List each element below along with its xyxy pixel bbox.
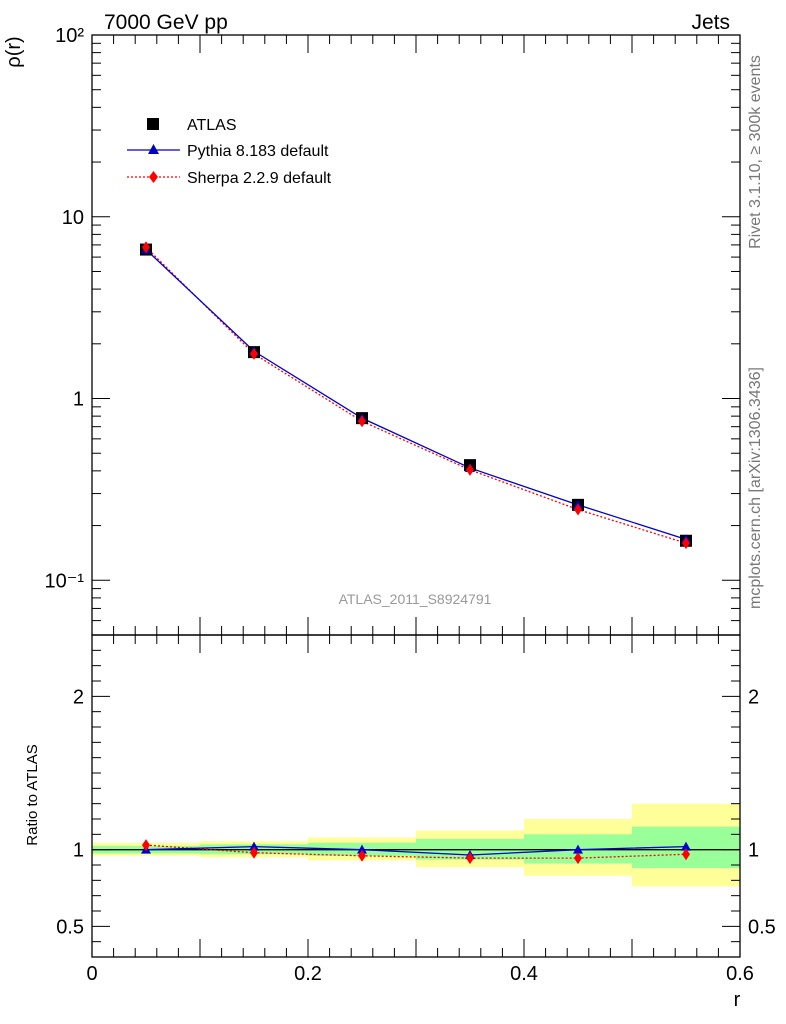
ratio-y-tick-label-right-2: 2 <box>748 686 759 708</box>
sherpa-main-point-0 <box>142 241 150 254</box>
legend-atlas-label: ATLAS <box>187 117 237 134</box>
sherpa-ratio-point-2 <box>358 849 366 862</box>
ratio-y-axis-label: Ratio to ATLAS <box>24 744 41 845</box>
ratio-y-tick-label-left-1: 1 <box>73 840 84 862</box>
sherpa-ratio-point-1 <box>250 846 258 859</box>
sherpa-main-point-1 <box>250 347 258 360</box>
ratio-y-tick-label-left-0: 0.5 <box>56 916 84 938</box>
x-tick-label-0: 0 <box>86 963 97 985</box>
watermark: ATLAS_2011_S8924791 <box>339 591 492 607</box>
sherpa-main-point-4 <box>574 503 582 516</box>
mcplots-label: mcplots.cern.ch [arXiv:1306.3436] <box>747 367 764 609</box>
pythia-ratio-point-5 <box>681 841 691 851</box>
rivet-label: Rivet 3.1.10, ≥ 300k events <box>747 55 764 249</box>
pythia-ratio-point-4 <box>573 844 583 854</box>
x-tick-label-1: 0.2 <box>294 963 322 985</box>
main-y-tick-label-3: 10² <box>55 25 84 47</box>
main-y-axis-label: ρ(r) <box>3 36 25 67</box>
legend-pythia-label: Pythia 8.183 default <box>187 143 329 160</box>
ratio-y-tick-label-right-1: 1 <box>748 840 759 862</box>
sherpa-main-point-2 <box>358 415 366 428</box>
header-left-label: 7000 GeV pp <box>104 11 228 34</box>
pythia-ratio-line <box>145 845 687 856</box>
ratio-plot-frame <box>91 634 741 958</box>
ratio-y-tick-label-right-0: 0.5 <box>748 916 776 938</box>
main-y-tick-label-1: 1 <box>73 389 84 411</box>
sherpa-ratio-point-4 <box>574 852 582 865</box>
legend-atlas-marker <box>147 118 159 130</box>
sherpa-main-point-5 <box>682 537 690 550</box>
pythia-ratio-point-2 <box>357 844 367 854</box>
pythia-main-line <box>145 249 687 540</box>
legend-sherpa-label: Sherpa 2.2.9 default <box>187 170 332 187</box>
main-y-tick-label-2: 10 <box>62 207 84 229</box>
ratio-y-tick-label-left-2: 2 <box>73 686 84 708</box>
legend: ATLAS Pythia 8.183 default Sherpa 2.2.9 … <box>127 117 332 187</box>
x-tick-label-3: 0.6 <box>726 963 754 985</box>
legend-pythia-marker <box>148 144 159 154</box>
pythia-ratio-point-1 <box>249 841 259 851</box>
sherpa-ratio-point-0 <box>142 839 150 852</box>
sherpa-main-line <box>145 246 687 544</box>
main-y-tick-label-0: 10⁻¹ <box>45 570 85 592</box>
x-axis-label: r <box>734 989 741 1011</box>
sherpa-ratio-point-3 <box>466 852 474 865</box>
sherpa-ratio-point-5 <box>682 848 690 861</box>
x-tick-label-2: 0.4 <box>510 963 538 985</box>
legend-sherpa-marker <box>149 171 158 183</box>
header-right-label: Jets <box>691 11 730 34</box>
sherpa-main-point-3 <box>466 463 474 476</box>
